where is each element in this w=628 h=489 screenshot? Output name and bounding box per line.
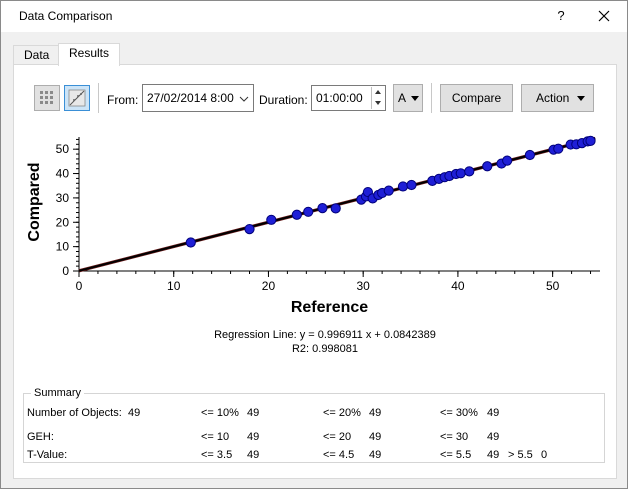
spin-down-icon	[375, 101, 381, 105]
data-point	[303, 206, 314, 217]
close-icon	[598, 10, 610, 22]
summary-v3-cell: 49	[487, 449, 500, 461]
summary-c2-cell: <= 20%	[323, 407, 361, 419]
summary-label-cell: Number of Objects:	[27, 407, 122, 419]
data-point	[502, 155, 513, 166]
summary-total-cell: 49	[128, 407, 141, 419]
summary-c3-cell: <= 5.5	[440, 449, 472, 461]
y-tick-label: 50	[56, 142, 70, 156]
summary-v4-cell: 0	[541, 449, 548, 461]
help-button[interactable]: ?	[557, 8, 565, 23]
tab-results[interactable]: Results	[58, 43, 121, 66]
x-tick-label: 10	[167, 279, 181, 293]
summary-v1-cell: 49	[247, 407, 260, 419]
chart-view-button[interactable]	[64, 85, 90, 111]
data-point	[406, 179, 417, 191]
x-tick-label: 30	[357, 279, 371, 293]
grid-icon	[40, 91, 53, 104]
x-tick-label: 50	[546, 279, 560, 293]
action-button[interactable]: Action	[521, 84, 594, 112]
summary-c3-cell: <= 30	[440, 431, 469, 443]
duration-label: Duration:	[259, 93, 308, 107]
data-point	[330, 203, 341, 214]
toolbar-separator	[431, 83, 432, 113]
summary-legend: Summary	[31, 387, 85, 399]
close-button[interactable]	[591, 5, 617, 27]
data-point	[397, 181, 409, 192]
data-point	[585, 135, 596, 146]
summary-c1-cell: <= 3.5	[201, 449, 233, 461]
summary-v2-cell: 49	[369, 431, 382, 443]
data-point	[244, 223, 255, 235]
y-tick-label: 30	[56, 191, 70, 205]
summary-c2-cell: <= 20	[323, 431, 352, 443]
data-point	[464, 166, 475, 177]
summary-v2-cell: 49	[369, 449, 382, 461]
action-label: Action	[536, 91, 570, 105]
y-tick-label: 20	[56, 215, 70, 229]
summary-v2-cell: 49	[369, 407, 382, 419]
r2-text: R2: 0.998081	[292, 343, 358, 355]
compare-button[interactable]: Compare	[440, 84, 513, 112]
summary-group	[23, 393, 605, 463]
y-axis-title: Compared	[26, 162, 43, 241]
dropdown-arrow-icon	[577, 96, 585, 101]
regression-scatter-chart: 0 10 20 30 40 50 0 10 20 30 40 50 Reference Compared R…	[26, 135, 600, 355]
y-tick-label: 40	[56, 167, 70, 181]
window-title: Data Comparison	[19, 9, 113, 23]
data-point	[455, 168, 466, 179]
mode-value: A	[398, 91, 407, 105]
regression-equation-text: Regression Line: y = 0.996911 x + 0.0842…	[214, 329, 436, 341]
spin-up-icon	[375, 90, 381, 94]
chevron-down-icon	[239, 96, 249, 102]
data-point	[383, 185, 394, 196]
y-tick-label: 10	[56, 240, 70, 254]
title-bar: Data Comparison ?	[1, 1, 627, 32]
data-point	[524, 149, 536, 161]
summary-v3-cell: 49	[487, 431, 500, 443]
x-tick-label: 0	[76, 279, 83, 293]
data-point	[185, 237, 196, 248]
x-axis-title: Reference	[291, 299, 368, 316]
x-tick-label: 40	[451, 279, 465, 293]
dropdown-arrow-icon	[411, 96, 419, 101]
y-tick-label: 0	[62, 264, 69, 278]
data-point	[317, 203, 328, 214]
summary-v1-cell: 49	[247, 431, 260, 443]
summary-v1-cell: 49	[247, 449, 260, 461]
summary-c2-cell: <= 4.5	[323, 449, 355, 461]
data-point	[291, 209, 302, 220]
grid-view-button[interactable]	[34, 85, 60, 111]
summary-c4-cell: > 5.5	[508, 449, 533, 461]
summary-c3-cell: <= 30%	[440, 407, 478, 419]
from-datetime-value: 27/02/2014 8:00	[147, 91, 234, 105]
x-tick-label: 20	[262, 279, 276, 293]
duration-value: 01:00:00	[316, 91, 363, 105]
summary-c1-cell: <= 10%	[201, 407, 239, 419]
data-point	[553, 143, 564, 154]
data-point	[266, 214, 277, 225]
toolbar-separator	[98, 83, 99, 113]
from-datetime-picker[interactable]: 27/02/2014 8:00	[142, 84, 254, 112]
summary-label-cell: GEH:	[27, 431, 54, 443]
scatter-chart-icon	[68, 89, 86, 107]
summary-label-cell: T-Value:	[27, 449, 68, 461]
data-point	[482, 161, 493, 172]
from-label: From:	[107, 93, 139, 107]
summary-c1-cell: <= 10	[201, 431, 230, 443]
duration-spin-buttons[interactable]	[371, 87, 384, 109]
summary-v3-cell: 49	[487, 407, 500, 419]
duration-spinner[interactable]: 01:00:00	[311, 85, 386, 111]
tab-data[interactable]: Data	[13, 45, 61, 66]
mode-dropdown[interactable]: A	[393, 84, 423, 112]
